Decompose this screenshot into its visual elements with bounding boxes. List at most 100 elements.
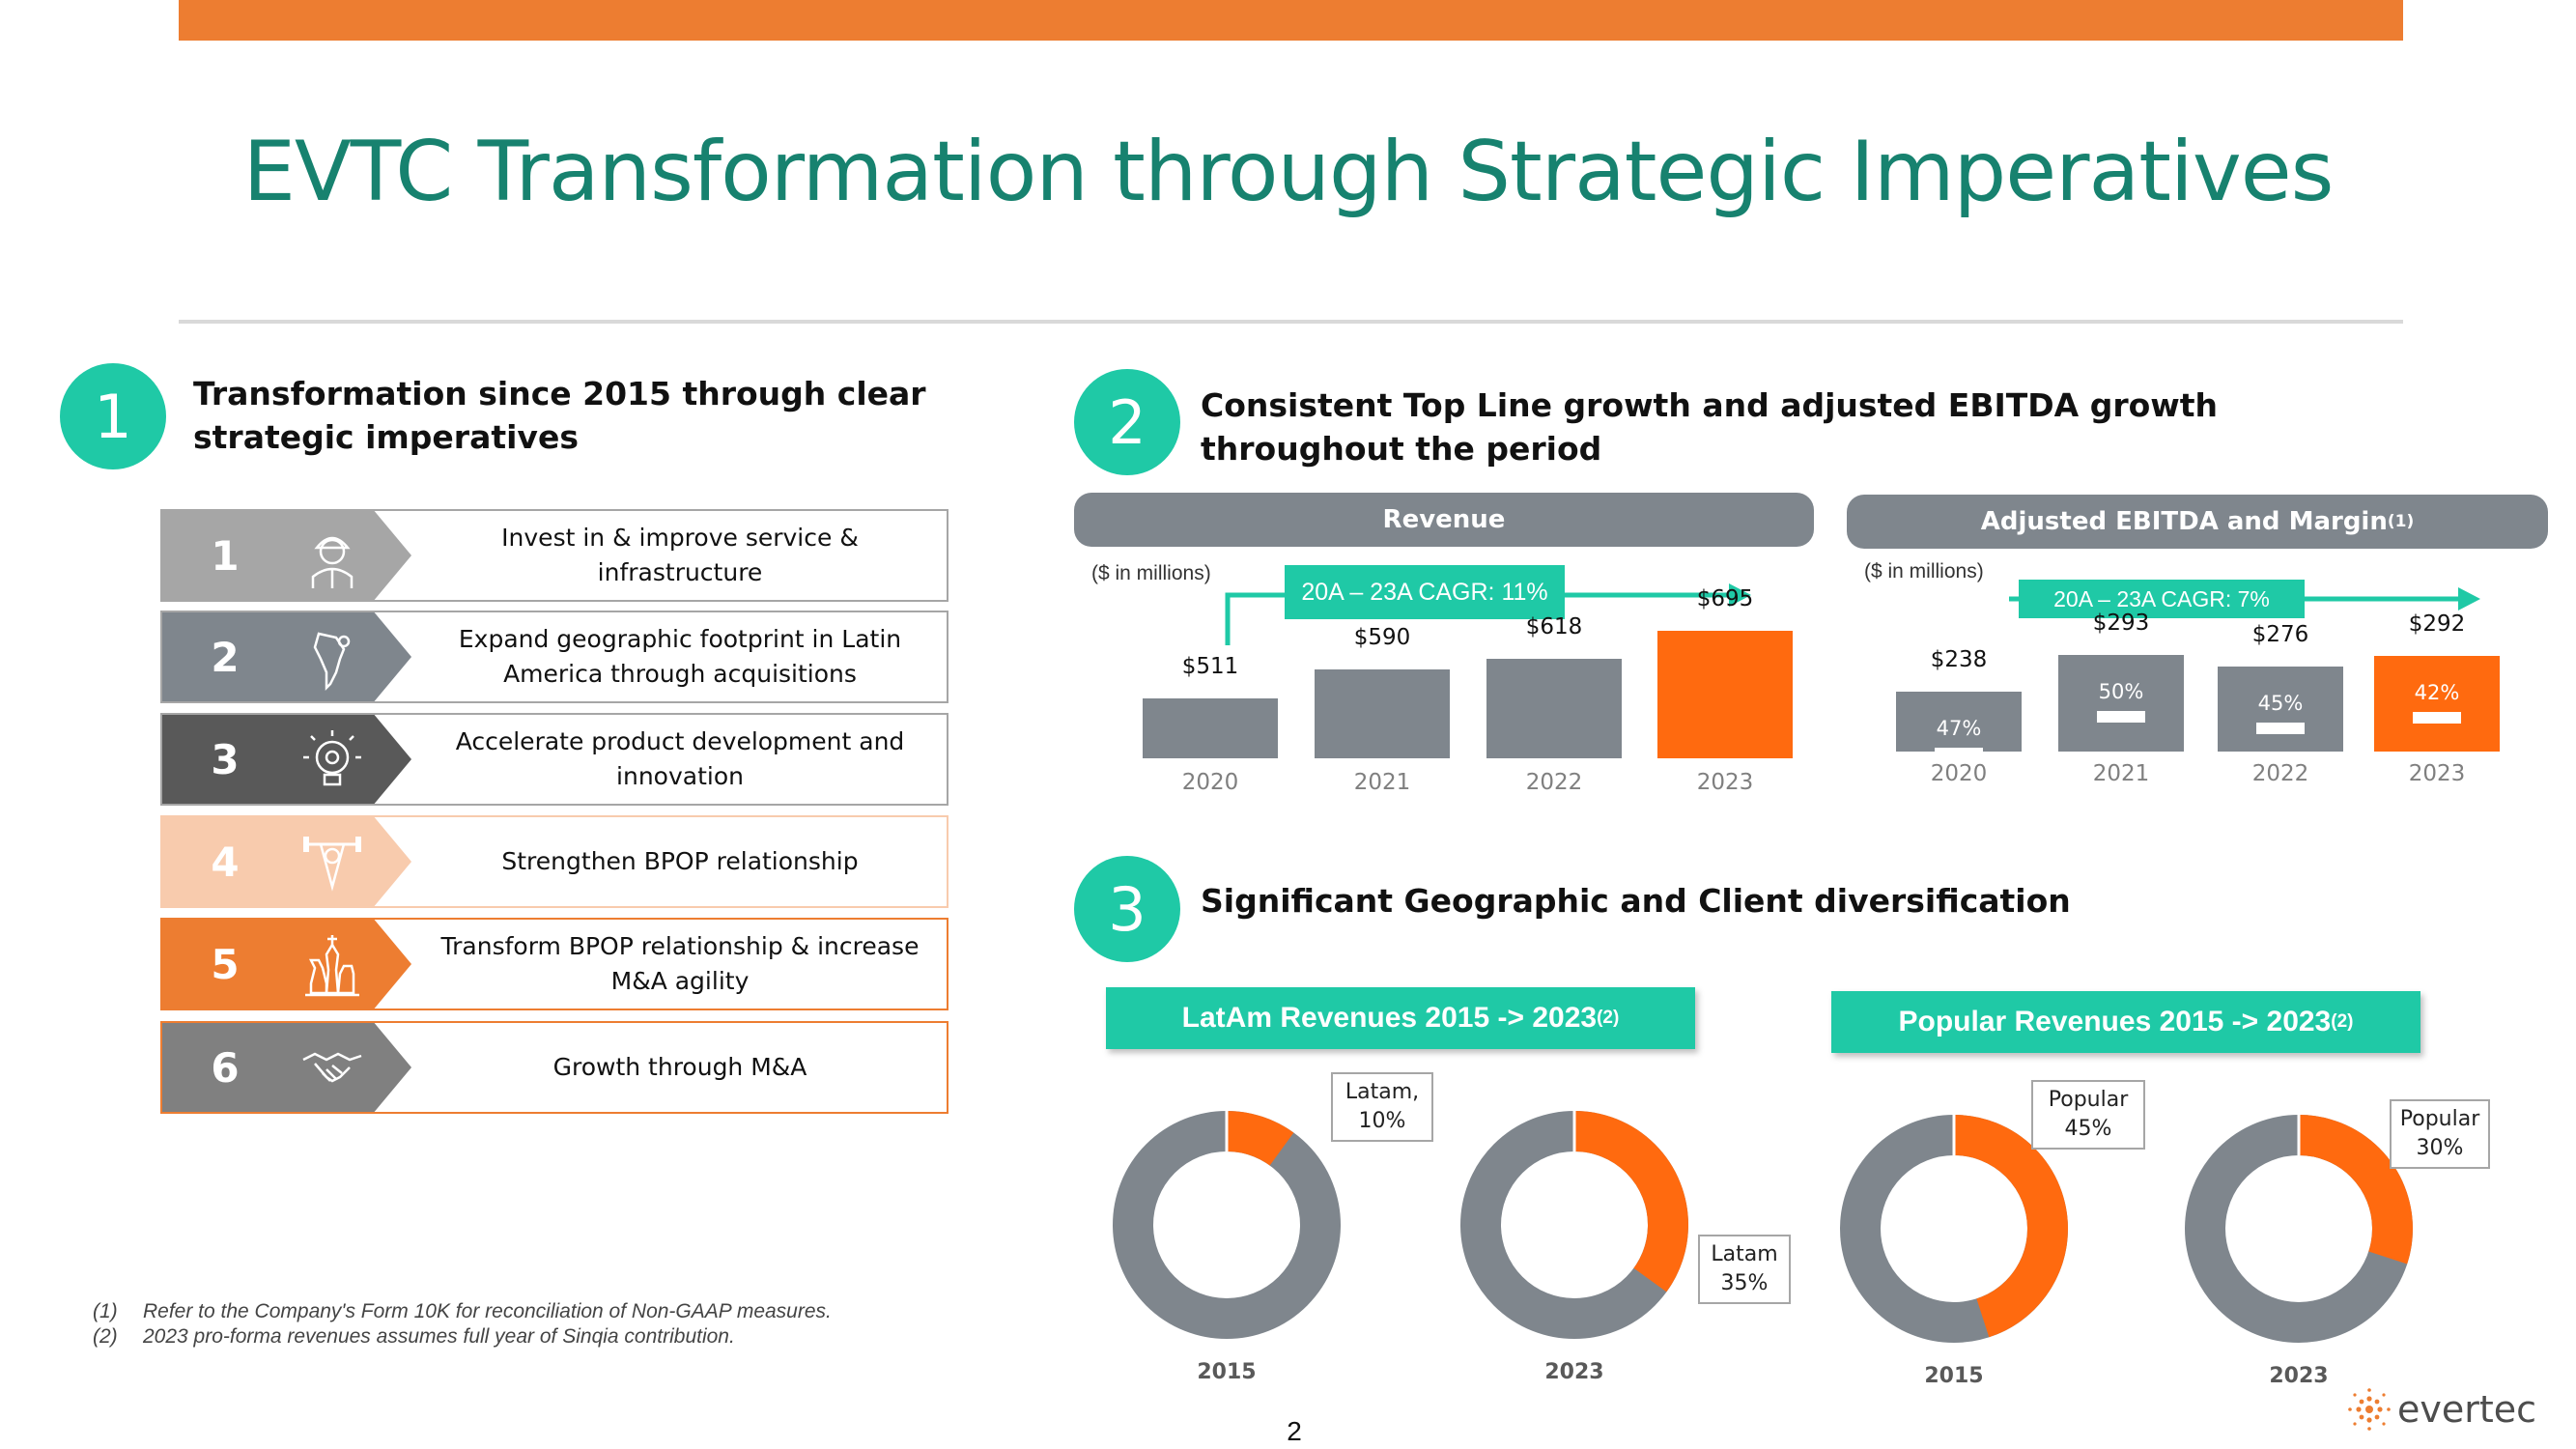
- sunburst-logo-icon: [2348, 1388, 2391, 1431]
- footnote-1: (1) Refer to the Company's Form 10K for r…: [93, 1300, 832, 1323]
- ebitda-value-label: $292: [2408, 611, 2466, 637]
- imperative-number: 1: [162, 511, 288, 600]
- revenue-bar: [1486, 659, 1622, 758]
- ebitda-margin-label: 42%: [2414, 681, 2460, 704]
- section-2-title: Consistent Top Line growth and adjusted …: [1201, 386, 2219, 468]
- section-3-title: Significant Geographic and Client divers…: [1201, 882, 2071, 920]
- footnote-2: (2) 2023 pro-forma revenues assumes full …: [93, 1325, 735, 1349]
- callout-line-1: Latam: [1711, 1242, 1778, 1266]
- revenue-bar: [1657, 631, 1793, 758]
- revenue-year-label: 2022: [1525, 770, 1583, 795]
- page-number: 2: [1287, 1416, 1302, 1446]
- donut-year-label: 2015: [1924, 1364, 1984, 1388]
- ebitda-margin-label: 45%: [2257, 692, 2304, 715]
- imperative-row: 4 Strengthen BPOP relationship: [160, 815, 948, 908]
- popular-title-footnote: (2): [2331, 1011, 2354, 1032]
- logo-wordmark: evertec: [2397, 1388, 2537, 1431]
- revenue-units-note: ($ in millions): [1091, 562, 1211, 584]
- section-1-badge: 1: [60, 363, 166, 469]
- ebitda-year-label: 2021: [2092, 761, 2150, 786]
- footnote-1-mark: (1): [93, 1300, 118, 1322]
- donut-callout: Latam 35%: [1698, 1235, 1791, 1304]
- revenue-chart-title: Revenue: [1382, 505, 1506, 534]
- revenue-value-label: $590: [1353, 625, 1411, 650]
- imperative-row: 1 Invest in & improve service & infrastru…: [160, 509, 948, 602]
- chess-pieces-icon: [305, 935, 359, 997]
- donut-rest-slice: [1113, 1111, 1341, 1339]
- evertec-logo: evertec: [2347, 1387, 2536, 1432]
- donut-chart: [2185, 1115, 2413, 1343]
- imperative-text: Expand geographic footprint in Latin Ame…: [458, 625, 902, 688]
- donut-year-label: 2023: [1544, 1360, 1604, 1384]
- revenue-bar: [1315, 669, 1450, 758]
- ebitda-bar: [2218, 667, 2343, 752]
- callout-line-1: Popular: [2048, 1088, 2129, 1112]
- worker-icon: [311, 536, 354, 588]
- section-3-badge: 3: [1074, 856, 1180, 962]
- revenue-cagr-label: 20A – 23A CAGR: 11%: [1285, 565, 1565, 619]
- donut-callout: Popular 30%: [2390, 1099, 2490, 1169]
- ebitda-margin-tick: [2413, 712, 2461, 724]
- ebitda-units-note: ($ in millions): [1864, 560, 1984, 582]
- section-2-badge: 2: [1074, 369, 1180, 475]
- imperative-number: 3: [162, 715, 288, 804]
- ebitda-margin-label: 47%: [1936, 717, 1982, 740]
- callout-line-2: 10%: [1358, 1109, 1406, 1133]
- handshake-icon: [302, 1052, 362, 1083]
- imperative-row: 2 Expand geographic footprint in Latin Am…: [160, 611, 948, 703]
- ebitda-year-label: 2022: [2251, 761, 2309, 786]
- revenue-year-label: 2023: [1696, 770, 1754, 795]
- revenue-value-label: $695: [1696, 586, 1754, 611]
- callout-line-2: 30%: [2416, 1136, 2464, 1160]
- imperative-number: 4: [162, 817, 288, 906]
- popular-chart-header: Popular Revenues 2015 -> 2023 (2): [1831, 991, 2420, 1053]
- imperative-text: Accelerate product development and innov…: [455, 727, 905, 790]
- ebitda-cagr-label: 20A – 23A CAGR: 7%: [2019, 580, 2305, 618]
- revenue-chart-header: Revenue: [1074, 493, 1814, 547]
- ebitda-bar: [2058, 655, 2184, 752]
- imperative-text: Growth through M&A: [552, 1053, 807, 1081]
- ebitda-value-label: $238: [1930, 647, 1988, 672]
- latam-map-icon: [313, 632, 351, 692]
- footnote-1-text: Refer to the Company's Form 10K for reco…: [143, 1300, 832, 1322]
- revenue-year-label: 2021: [1353, 770, 1411, 795]
- weightlifter-icon: [303, 837, 361, 892]
- revenue-year-label: 2020: [1181, 770, 1239, 795]
- donut-callout: Latam, 10%: [1331, 1072, 1433, 1142]
- ebitda-year-label: 2020: [1930, 761, 1988, 786]
- revenue-value-label: $618: [1525, 614, 1583, 639]
- imperative-text: Invest in & improve service & infrastruc…: [501, 524, 859, 586]
- imperative-row: 5 Transform BPOP relationship & increase …: [160, 918, 948, 1010]
- callout-line-1: Popular: [2399, 1107, 2480, 1131]
- footnote-2-mark: (2): [93, 1325, 118, 1348]
- section-1-title: Transformation since 2015 through clear …: [193, 375, 926, 456]
- imperative-text: Strengthen BPOP relationship: [501, 847, 859, 875]
- top-accent-bar: [179, 0, 2403, 41]
- title-divider: [179, 320, 2403, 324]
- page-title: EVTC Transformation through Strategic Im…: [242, 124, 2335, 220]
- imperative-row: 3 Accelerate product development and inno…: [160, 713, 948, 806]
- latam-title-footnote: (2): [1597, 1008, 1620, 1028]
- ebitda-margin-tick: [1935, 748, 1983, 759]
- revenue-value-label: $511: [1181, 654, 1239, 679]
- ebitda-chart-header: Adjusted EBITDA and Margin (1): [1847, 495, 2548, 549]
- imperative-number: 5: [162, 920, 288, 1009]
- ebitda-value-label: $293: [2092, 611, 2150, 636]
- lightbulb-gear-icon: [303, 730, 361, 786]
- latam-chart-title: LatAm Revenues 2015 -> 2023: [1181, 1002, 1598, 1034]
- ebitda-value-label: $276: [2251, 622, 2309, 647]
- ebitda-chart-title: Adjusted EBITDA and Margin: [1980, 507, 2388, 536]
- donut-year-label: 2015: [1197, 1360, 1257, 1384]
- donut-chart: [1113, 1111, 1341, 1339]
- ebitda-bar: [1896, 692, 2022, 752]
- callout-line-2: 35%: [1720, 1271, 1769, 1295]
- callout-line-1: Latam,: [1345, 1080, 1420, 1104]
- footnote-2-text: 2023 pro-forma revenues assumes full yea…: [143, 1325, 735, 1348]
- revenue-bar: [1143, 698, 1278, 758]
- ebitda-bar: [2374, 656, 2500, 752]
- imperative-number: 6: [162, 1023, 288, 1112]
- ebitda-margin-tick: [2256, 723, 2305, 734]
- donut-chart: [1840, 1115, 2068, 1343]
- donut-chart: [1460, 1111, 1688, 1339]
- callout-line-2: 45%: [2064, 1117, 2112, 1141]
